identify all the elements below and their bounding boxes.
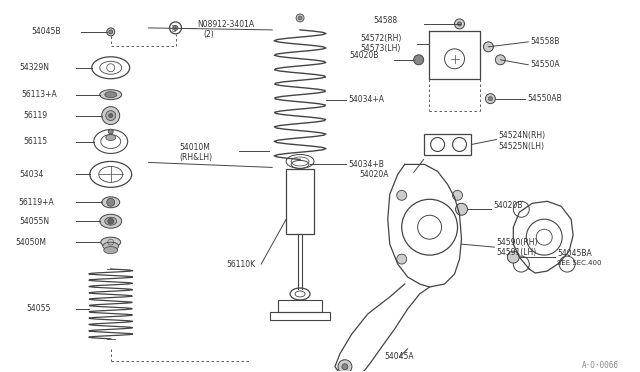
Text: 54020B: 54020B	[349, 51, 378, 60]
Text: 54034: 54034	[19, 170, 44, 179]
Text: 54524N(RH): 54524N(RH)	[499, 131, 545, 140]
Circle shape	[298, 16, 302, 20]
Circle shape	[109, 30, 113, 34]
Circle shape	[397, 254, 406, 264]
Ellipse shape	[105, 217, 116, 225]
Text: 54572(RH): 54572(RH)	[361, 34, 402, 44]
Bar	[278, 300, 322, 312]
Text: 54590(RH): 54590(RH)	[497, 238, 538, 247]
Circle shape	[508, 251, 519, 263]
Text: 54050M: 54050M	[15, 238, 46, 247]
Circle shape	[485, 94, 495, 104]
Ellipse shape	[106, 135, 116, 141]
Text: SEE SEC.400: SEE SEC.400	[557, 260, 602, 266]
Circle shape	[397, 190, 406, 200]
Text: (RH&LH): (RH&LH)	[179, 153, 212, 162]
Ellipse shape	[100, 214, 122, 228]
Circle shape	[296, 14, 304, 22]
Ellipse shape	[100, 237, 121, 247]
Circle shape	[488, 97, 492, 101]
Ellipse shape	[104, 247, 118, 254]
Text: A·O·0066: A·O·0066	[582, 361, 619, 370]
Circle shape	[108, 129, 113, 134]
Text: 54588: 54588	[374, 16, 398, 25]
Circle shape	[107, 198, 115, 206]
Ellipse shape	[100, 90, 122, 100]
Text: 56119+A: 56119+A	[18, 198, 54, 207]
Circle shape	[483, 42, 493, 52]
Circle shape	[452, 190, 463, 200]
Text: Ⓝ: Ⓝ	[172, 25, 175, 31]
Text: 56113+A: 56113+A	[21, 90, 57, 99]
Circle shape	[173, 25, 178, 31]
Text: 54045BA: 54045BA	[557, 248, 592, 258]
Text: 54010M: 54010M	[179, 143, 211, 152]
Text: 54573(LH): 54573(LH)	[361, 44, 401, 53]
Ellipse shape	[105, 92, 116, 98]
Text: 56110K: 56110K	[227, 260, 255, 269]
Text: 54020A: 54020A	[359, 170, 388, 179]
Text: 54558B: 54558B	[531, 37, 559, 46]
Circle shape	[109, 113, 113, 118]
Circle shape	[413, 55, 424, 65]
Text: 56115: 56115	[23, 137, 47, 146]
Text: 56119: 56119	[23, 111, 47, 120]
Text: (2): (2)	[204, 31, 214, 39]
Text: 54045A: 54045A	[385, 352, 414, 361]
Text: 54329N: 54329N	[19, 63, 49, 72]
Text: 54055N: 54055N	[19, 217, 49, 226]
Circle shape	[456, 203, 467, 215]
Text: N08912-3401A: N08912-3401A	[197, 20, 255, 29]
Circle shape	[107, 28, 115, 36]
Circle shape	[338, 360, 352, 372]
Bar	[286, 169, 314, 234]
Text: 54550AB: 54550AB	[527, 94, 562, 103]
Circle shape	[106, 110, 116, 121]
Ellipse shape	[103, 242, 118, 250]
Circle shape	[454, 19, 465, 29]
Text: 54550A: 54550A	[531, 60, 560, 69]
Circle shape	[458, 22, 461, 26]
Text: 54034+A: 54034+A	[348, 95, 384, 104]
Circle shape	[342, 364, 348, 370]
Bar	[270, 312, 330, 320]
Circle shape	[102, 107, 120, 125]
Text: 54020B: 54020B	[493, 201, 523, 210]
Text: 54045B: 54045B	[31, 28, 61, 36]
Bar	[424, 134, 472, 155]
Circle shape	[108, 218, 114, 224]
Text: 54034+B: 54034+B	[348, 160, 384, 169]
Ellipse shape	[102, 197, 120, 208]
Circle shape	[495, 55, 506, 65]
Text: 54055: 54055	[26, 304, 51, 314]
Text: 54525N(LH): 54525N(LH)	[499, 142, 545, 151]
Text: 54591(LH): 54591(LH)	[497, 248, 536, 257]
